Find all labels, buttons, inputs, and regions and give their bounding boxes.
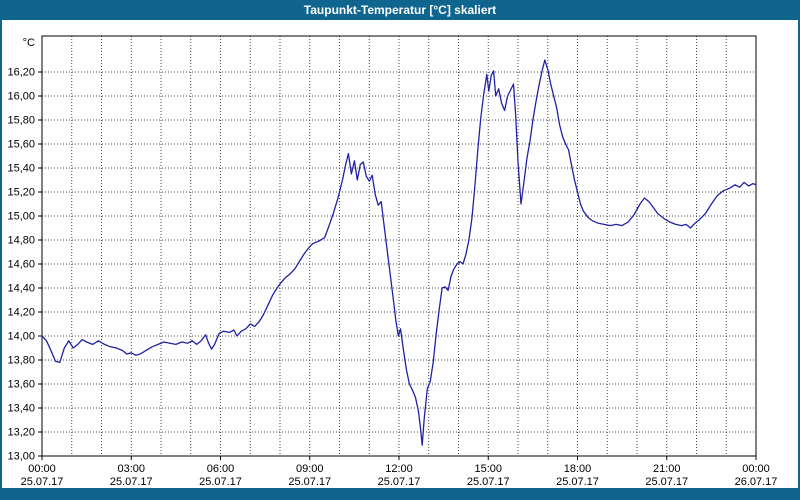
x-tick-time-label: 09:00 [296,463,324,475]
x-tick-time-label: 00:00 [742,463,770,475]
y-tick-label: 13,00 [7,451,35,463]
y-tick-label: 14,60 [7,259,35,271]
chart-title: Taupunkt-Temperatur [°C] skaliert [303,3,497,17]
y-tick-label: 15,60 [7,139,35,151]
x-tick-time-label: 15:00 [474,463,502,475]
y-tick-label: 14,20 [7,307,35,319]
y-tick-label: 16,00 [7,91,35,103]
x-tick-date-label: 25.07.17 [378,476,421,488]
x-tick-date-label: 25.07.17 [199,476,242,488]
x-tick-date-label: 25.07.17 [556,476,599,488]
y-tick-label: 14,40 [7,283,35,295]
x-tick-time-label: 03:00 [117,463,145,475]
x-tick-date-label: 25.07.17 [110,476,153,488]
x-tick-time-label: 00:00 [28,463,56,475]
x-tick-date-label: 25.07.17 [21,476,64,488]
x-tick-time-label: 06:00 [207,463,235,475]
y-tick-label: 14,00 [7,331,35,343]
y-axis-unit-label: °C [23,37,35,49]
bottom-bar [2,488,798,500]
chart-area: 16,20 16,00 15,80 15,60 15,40 15,20 15,00 14,80… [2,20,798,488]
line-chart-canvas: 16,20 16,00 15,80 15,60 15,40 15,20 15,00 14,80… [7,35,778,488]
x-tick-date-label: 25.07.17 [288,476,331,488]
x-tick-time-label: 21:00 [653,463,681,475]
y-tick-label: 16,20 [7,67,35,79]
x-tick-date-label: 25.07.17 [645,476,688,488]
series-line [41,59,757,446]
y-tick-label: 14,80 [7,235,35,247]
y-tick-label: 15,00 [7,211,35,223]
x-tick-time-label: 18:00 [564,463,592,475]
y-tick-label: 13,40 [7,403,35,415]
y-tick-label: 15,40 [7,163,35,175]
y-tick-label: 15,80 [7,115,35,127]
y-tick-label: 13,80 [7,355,35,367]
y-tick-label: 13,20 [7,427,35,439]
y-tick-label: 13,60 [7,379,35,391]
y-tick-label: 15,20 [7,187,35,199]
title-bar: Taupunkt-Temperatur [°C] skaliert [2,0,798,20]
x-tick-time-label: 12:00 [385,463,413,475]
x-tick-date-label: 25.07.17 [467,476,510,488]
x-tick-date-label: 26.07.17 [735,476,778,488]
